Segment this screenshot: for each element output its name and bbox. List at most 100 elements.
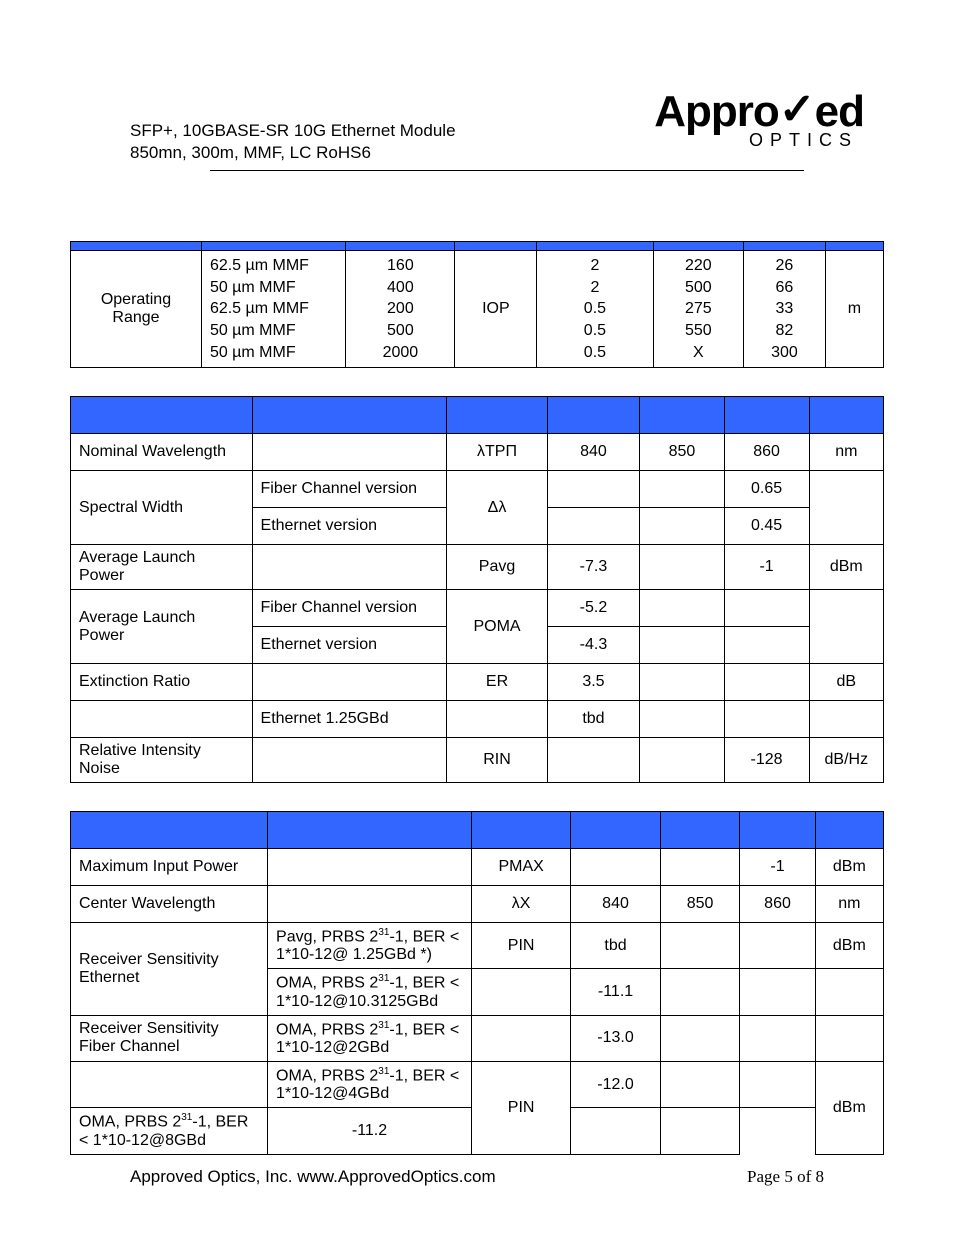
cell-symbol: λΤΡΠ	[447, 434, 547, 471]
cell-min	[547, 471, 640, 508]
cell-condition	[268, 849, 472, 886]
cell-max	[740, 1015, 815, 1061]
table-row: OMA, PRBS 231-1, BER < 1*10-12@4GBdPIN-1…	[71, 1062, 884, 1108]
logo-text-2: ed	[815, 87, 864, 136]
cell-min: tbd	[571, 923, 661, 969]
cell-condition: OMA, PRBS 231-1, BER < 1*10-12@4GBd	[268, 1062, 472, 1108]
cell-typ: 850	[660, 886, 740, 923]
cell-max	[724, 590, 809, 627]
cell-c7: 26 66 33 82 300	[744, 251, 826, 368]
header-line2: 850mn, 300m, MMF, LC RoHS6	[130, 142, 456, 164]
cell-max	[724, 664, 809, 701]
cell-typ: 850	[640, 434, 724, 471]
cell-symbol: λΧ	[471, 886, 570, 923]
cell-param: Operating Range	[71, 251, 202, 368]
cell-max: 860	[740, 886, 815, 923]
cell-condition	[252, 738, 447, 783]
cell-fiber: 62.5 µm MMF 50 µm MMF 62.5 µm MMF 50 µm …	[201, 251, 345, 368]
logo-text-1: Appro	[654, 87, 779, 136]
cell-condition: Ethernet version	[252, 627, 447, 664]
cell-max: 860	[724, 434, 809, 471]
header-line1: SFP+, 10GBASE-SR 10G Ethernet Module	[130, 120, 456, 142]
table-row: Average Launch PowerFiber Channel versio…	[71, 590, 884, 627]
cell-param: Maximum Input Power	[71, 849, 268, 886]
cell-min: 840	[547, 434, 640, 471]
cell-symbol: Pavg	[447, 545, 547, 590]
cell-condition: Fiber Channel version	[252, 590, 447, 627]
cell-symbol	[447, 701, 547, 738]
table-row: Receiver Sensitivity EthernetPavg, PRBS …	[71, 923, 884, 969]
cell-unit: dB	[809, 664, 883, 701]
table-row: Ethernet 1.25GBd tbd	[71, 701, 884, 738]
table-header-row	[71, 397, 884, 434]
cell-typ	[640, 738, 724, 783]
cell-c5: 2 2 0.5 0.5 0.5	[537, 251, 653, 368]
cell-min: -5.2	[547, 590, 640, 627]
tables-container: Operating Range 62.5 µm MMF 50 µm MMF 62…	[60, 171, 894, 1155]
cell-condition: OMA, PRBS 231-1, BER < 1*10-12@2GBd	[268, 1015, 472, 1061]
cell-min: 3.5	[547, 664, 640, 701]
cell-min	[547, 738, 640, 783]
cell-typ	[640, 545, 724, 590]
table-row: Center WavelengthλΧ840850860nm	[71, 886, 884, 923]
cell-max: -1	[724, 545, 809, 590]
cell-unit	[809, 590, 883, 664]
header-text: SFP+, 10GBASE-SR 10G Ethernet Module 850…	[130, 90, 456, 164]
cell-min: -7.3	[547, 545, 640, 590]
cell-max: 0.45	[724, 508, 809, 545]
table-header-row	[71, 812, 884, 849]
transmitter-table: Nominal WavelengthλΤΡΠ840850860nmSpectra…	[70, 396, 884, 783]
cell-unit: nm	[815, 886, 883, 923]
cell-unit: nm	[809, 434, 883, 471]
cell-min: -4.3	[547, 627, 640, 664]
cell-param: Extinction Ratio	[71, 664, 253, 701]
cell-param: Receiver Sensitivity Fiber Channel	[71, 1015, 268, 1061]
cell-param: Spectral Width	[71, 471, 253, 545]
cell-condition	[252, 545, 447, 590]
table-row: Operating Range 62.5 µm MMF 50 µm MMF 62…	[71, 251, 884, 368]
cell-condition: Ethernet 1.25GBd	[252, 701, 447, 738]
cell-c3: 160 400 200 500 2000	[346, 251, 455, 368]
cell-max: -128	[724, 738, 809, 783]
cell-typ	[571, 1108, 661, 1154]
logo: Appro✓ed OPTICS	[654, 90, 864, 151]
cell-c6: 220 500 275 550 X	[653, 251, 744, 368]
logo-main: Appro✓ed	[654, 90, 864, 134]
cell-unit	[815, 1015, 883, 1061]
receiver-table: Maximum Input PowerPMAX-1dBmCenter Wavel…	[70, 811, 884, 1155]
cell-max: -1	[740, 849, 815, 886]
cell-symbol	[471, 969, 570, 1015]
cell-condition: Ethernet version	[252, 508, 447, 545]
cell-unit	[815, 969, 883, 1015]
cell-symbol: RIN	[447, 738, 547, 783]
table-row: Extinction RatioER3.5dB	[71, 664, 884, 701]
footer-left: Approved Optics, Inc. www.ApprovedOptics…	[130, 1167, 496, 1187]
cell-param: Average Launch Power	[71, 545, 253, 590]
cell-min: tbd	[547, 701, 640, 738]
table-row: Relative Intensity NoiseRIN-128dB/Hz	[71, 738, 884, 783]
cell-symbol: POMA	[447, 590, 547, 664]
page-header: SFP+, 10GBASE-SR 10G Ethernet Module 850…	[60, 90, 894, 164]
cell-symbol: Δλ	[447, 471, 547, 545]
cell-condition	[252, 434, 447, 471]
cell-max	[724, 627, 809, 664]
cell-typ	[660, 1015, 740, 1061]
cell-min	[571, 849, 661, 886]
cell-unit	[809, 701, 883, 738]
table-row: Average Launch PowerPavg-7.3-1dBm	[71, 545, 884, 590]
cell-unit: dBm	[815, 849, 883, 886]
cell-condition: Fiber Channel version	[252, 471, 447, 508]
table-row: Nominal WavelengthλΤΡΠ840850860nm	[71, 434, 884, 471]
cell-param: Receiver Sensitivity Ethernet	[71, 923, 268, 1016]
cell-condition: Pavg, PRBS 231-1, BER < 1*10-12@ 1.25GBd…	[268, 923, 472, 969]
cell-unit: dBm	[815, 923, 883, 969]
cell-sym: IOP	[455, 251, 537, 368]
cell-max	[740, 1062, 815, 1108]
cell-max: 0.65	[724, 471, 809, 508]
cell-typ	[660, 923, 740, 969]
cell-condition: OMA, PRBS 231-1, BER < 1*10-12@10.3125GB…	[268, 969, 472, 1015]
cell-param: Relative Intensity Noise	[71, 738, 253, 783]
cell-symbol: PIN	[471, 1062, 570, 1155]
footer-right: Page 5 of 8	[747, 1167, 824, 1187]
table-header-row	[71, 242, 884, 251]
